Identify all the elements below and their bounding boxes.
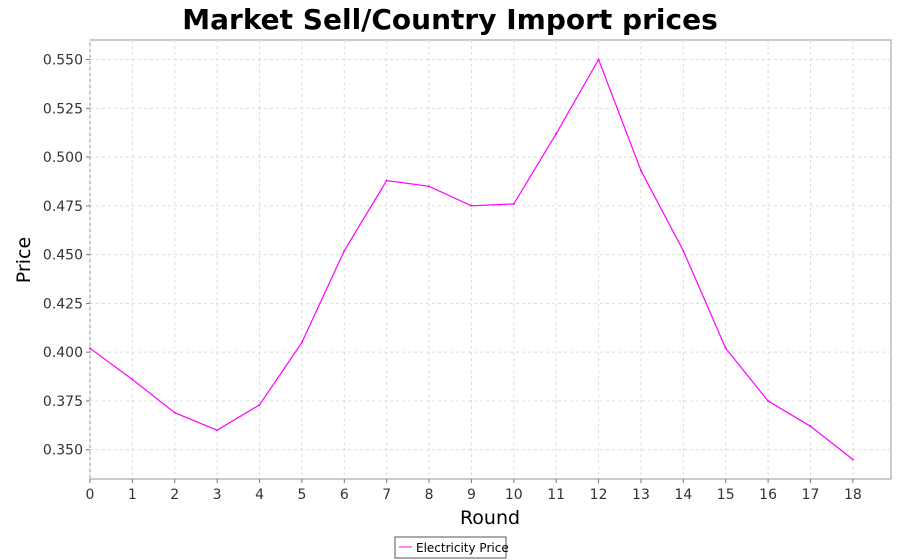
- data-point: [300, 341, 303, 344]
- y-tick-label: 0.475: [43, 199, 83, 215]
- legend-box: [394, 536, 507, 559]
- y-tick-label: 0.450: [43, 248, 83, 264]
- x-tick-label: 13: [632, 487, 650, 503]
- x-tick-label: 15: [717, 487, 735, 503]
- x-tick-label: 14: [674, 487, 692, 503]
- y-tick-label: 0.425: [43, 296, 83, 312]
- x-axis-ticks: 0 1 2 3 4 5 6 7 8 9 10 11 12 13 14 15 16 17 18: [86, 479, 862, 503]
- data-point: [89, 347, 91, 350]
- data-point: [640, 169, 642, 172]
- data-point: [131, 378, 134, 381]
- x-tick-label: 2: [170, 487, 179, 503]
- x-tick-label: 8: [425, 487, 434, 503]
- y-tick-label: 0.550: [43, 53, 83, 69]
- data-point: [216, 429, 219, 432]
- data-point: [385, 179, 388, 182]
- data-point: [470, 204, 473, 207]
- x-axis-label: Round: [460, 507, 520, 529]
- y-tick-label: 0.400: [43, 345, 83, 361]
- x-tick-label: 17: [802, 487, 820, 503]
- x-tick-label: 12: [590, 487, 608, 503]
- data-point: [555, 132, 558, 135]
- x-tick-label: 9: [467, 487, 476, 503]
- data-point: [809, 425, 812, 428]
- y-tick-label: 0.350: [43, 443, 83, 459]
- x-tick-label: 16: [759, 487, 777, 503]
- data-point: [851, 458, 854, 461]
- data-point: [682, 249, 685, 252]
- data-point: [512, 202, 515, 205]
- y-tick-label: 0.375: [43, 394, 83, 410]
- data-point: [428, 185, 430, 188]
- legend-label: Electricity Price: [416, 541, 509, 555]
- y-axis-label: Price: [13, 237, 35, 283]
- data-point: [258, 403, 261, 406]
- x-tick-label: 18: [844, 487, 862, 503]
- x-tick-label: 1: [128, 487, 137, 503]
- x-tick-label: 10: [505, 487, 523, 503]
- x-tick-label: 7: [382, 487, 391, 503]
- plot-area: [89, 39, 892, 480]
- y-tick-label: 0.525: [43, 101, 83, 117]
- y-tick-label: 0.500: [43, 150, 83, 166]
- data-point: [767, 400, 770, 402]
- data-point: [173, 411, 176, 414]
- data-point: [343, 249, 346, 252]
- data-point: [597, 58, 600, 61]
- x-tick-label: 3: [213, 487, 222, 503]
- legend: Electricity Price: [394, 536, 509, 559]
- x-tick-label: 4: [255, 487, 264, 503]
- chart-title: Market Sell/Country Import prices: [182, 3, 718, 36]
- x-tick-label: 11: [547, 487, 565, 503]
- x-tick-label: 0: [86, 487, 95, 503]
- x-tick-label: 5: [297, 487, 306, 503]
- data-point: [724, 347, 727, 350]
- y-axis-ticks: 0.350 0.375 0.400 0.425 0.450 0.475 0.500 0.525…: [43, 53, 90, 459]
- series-layer: [89, 58, 854, 461]
- grid-lines: [89, 40, 891, 479]
- x-tick-label: 6: [340, 487, 349, 503]
